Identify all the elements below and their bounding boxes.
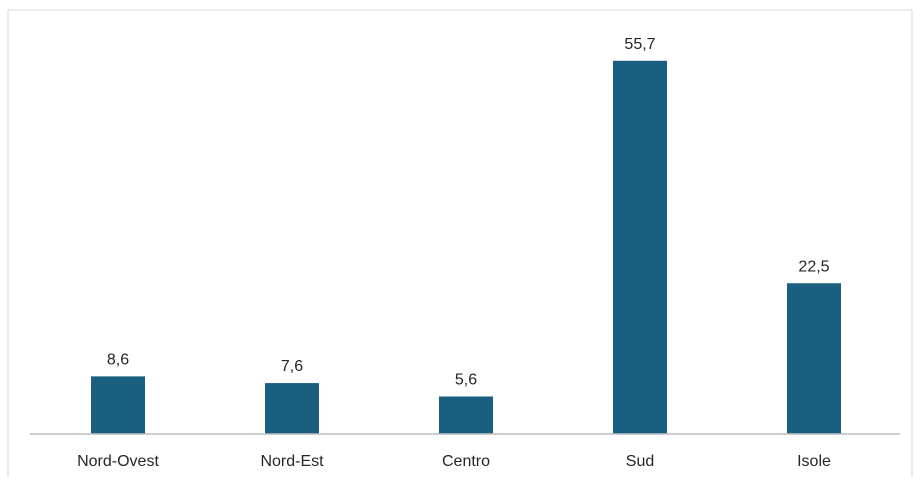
x-tick-label: Nord-Ovest: [77, 453, 159, 470]
x-tick-label: Nord-Est: [260, 453, 324, 470]
data-label: 8,6: [107, 351, 129, 368]
bar-isole: [787, 283, 841, 434]
bar-nord-est: [265, 383, 319, 434]
data-label: 5,6: [455, 371, 477, 388]
bar-nord-ovest: [91, 376, 145, 434]
labels-layer: 8,6 Nord-Ovest 7,6 Nord-Est 5,6 Centro 55,7 Sud…: [77, 36, 831, 470]
x-tick-label: Isole: [797, 453, 831, 470]
data-label: 55,7: [624, 36, 655, 53]
x-tick-label: Centro: [442, 453, 490, 470]
bar-centro: [439, 396, 493, 434]
data-label: 22,5: [798, 258, 829, 275]
data-label: 7,6: [281, 358, 303, 375]
bar-sud: [613, 60, 667, 435]
x-tick-label: Sud: [626, 453, 654, 470]
bars-layer: [91, 60, 841, 435]
